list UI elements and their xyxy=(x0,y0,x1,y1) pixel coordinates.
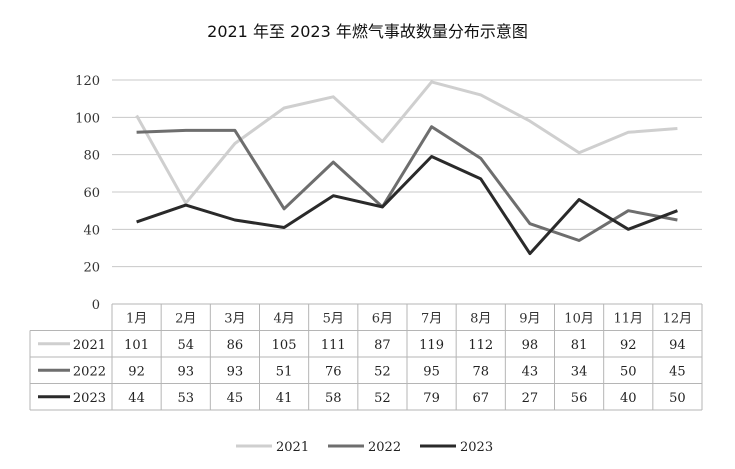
x-tick-label: 11月 xyxy=(613,311,643,326)
data-label: 27 xyxy=(522,391,539,406)
x-tick-label: 10月 xyxy=(564,311,594,326)
x-tick-label: 5月 xyxy=(323,311,344,326)
data-label: 50 xyxy=(669,391,686,406)
data-table: 1月 2月 3月 4月 5月 6月 7月 8月 9月 10月 11月 12月 2021 101 54 86 10… xyxy=(29,303,703,411)
data-label: 119 xyxy=(419,338,444,353)
x-tick-label: 12月 xyxy=(663,311,693,326)
legend: 2021 2022 2023 xyxy=(236,440,493,455)
table-series-name: 2021 xyxy=(73,338,106,353)
data-label: 94 xyxy=(669,338,686,353)
y-tick-label-80: 80 xyxy=(83,149,100,164)
data-label: 41 xyxy=(276,391,293,406)
data-label: 67 xyxy=(472,391,489,406)
data-label: 58 xyxy=(325,391,342,406)
data-label: 45 xyxy=(669,364,686,379)
data-label: 95 xyxy=(423,364,440,379)
x-tick-label: 8月 xyxy=(470,311,491,326)
data-label: 76 xyxy=(325,364,342,379)
series-line-2023 xyxy=(136,155,678,256)
x-tick-label: 9月 xyxy=(519,311,540,326)
data-label: 43 xyxy=(522,364,539,379)
x-tick-label: 4月 xyxy=(273,311,294,326)
x-tick-label: 3月 xyxy=(224,311,245,326)
table-series-name: 2023 xyxy=(73,391,106,406)
y-tick-label-40: 40 xyxy=(83,223,100,238)
data-label: 40 xyxy=(620,391,637,406)
y-tick-label-60: 60 xyxy=(83,186,100,201)
data-label: 112 xyxy=(468,338,493,353)
legend-label: 2022 xyxy=(368,440,401,455)
data-label: 92 xyxy=(620,338,637,353)
y-tick-label-120: 120 xyxy=(75,74,100,89)
x-tick-label: 1月 xyxy=(126,311,147,326)
data-label: 53 xyxy=(177,391,194,406)
y-tick-label-20: 20 xyxy=(83,261,100,276)
y-tick-label-100: 100 xyxy=(75,111,100,126)
data-label: 79 xyxy=(423,391,440,406)
data-label: 86 xyxy=(227,338,244,353)
data-label: 93 xyxy=(177,364,194,379)
chart-title: 2021 年至 2023 年燃气事故数量分布示意图 xyxy=(207,22,528,41)
data-label: 93 xyxy=(227,364,244,379)
series-line-2021 xyxy=(135,80,678,205)
y-tick-label-0: 0 xyxy=(92,298,100,313)
data-label: 78 xyxy=(472,364,489,379)
data-label: 87 xyxy=(374,338,391,353)
data-label: 98 xyxy=(522,338,539,353)
x-tick-label: 6月 xyxy=(372,311,393,326)
legend-label: 2023 xyxy=(460,440,493,455)
data-label: 56 xyxy=(571,391,588,406)
data-label: 52 xyxy=(374,364,391,379)
data-label: 52 xyxy=(374,391,391,406)
data-label: 111 xyxy=(321,338,346,353)
legend-label: 2021 xyxy=(276,440,309,455)
series-lines xyxy=(135,80,678,256)
data-label: 51 xyxy=(276,364,293,379)
data-label: 81 xyxy=(571,338,588,353)
data-label: 50 xyxy=(620,364,637,379)
data-label: 92 xyxy=(128,364,145,379)
data-label: 105 xyxy=(272,338,297,353)
data-label: 34 xyxy=(571,364,588,379)
data-label: 101 xyxy=(124,338,149,353)
series-line-2022 xyxy=(136,125,678,242)
y-axis-ticks: 0 20 40 60 80 100 120 xyxy=(75,74,100,313)
data-label: 54 xyxy=(177,338,194,353)
data-label: 45 xyxy=(227,391,244,406)
table-series-name: 2022 xyxy=(73,364,106,379)
x-tick-label: 7月 xyxy=(421,311,442,326)
x-tick-label: 2月 xyxy=(175,311,196,326)
data-label: 44 xyxy=(128,391,145,406)
